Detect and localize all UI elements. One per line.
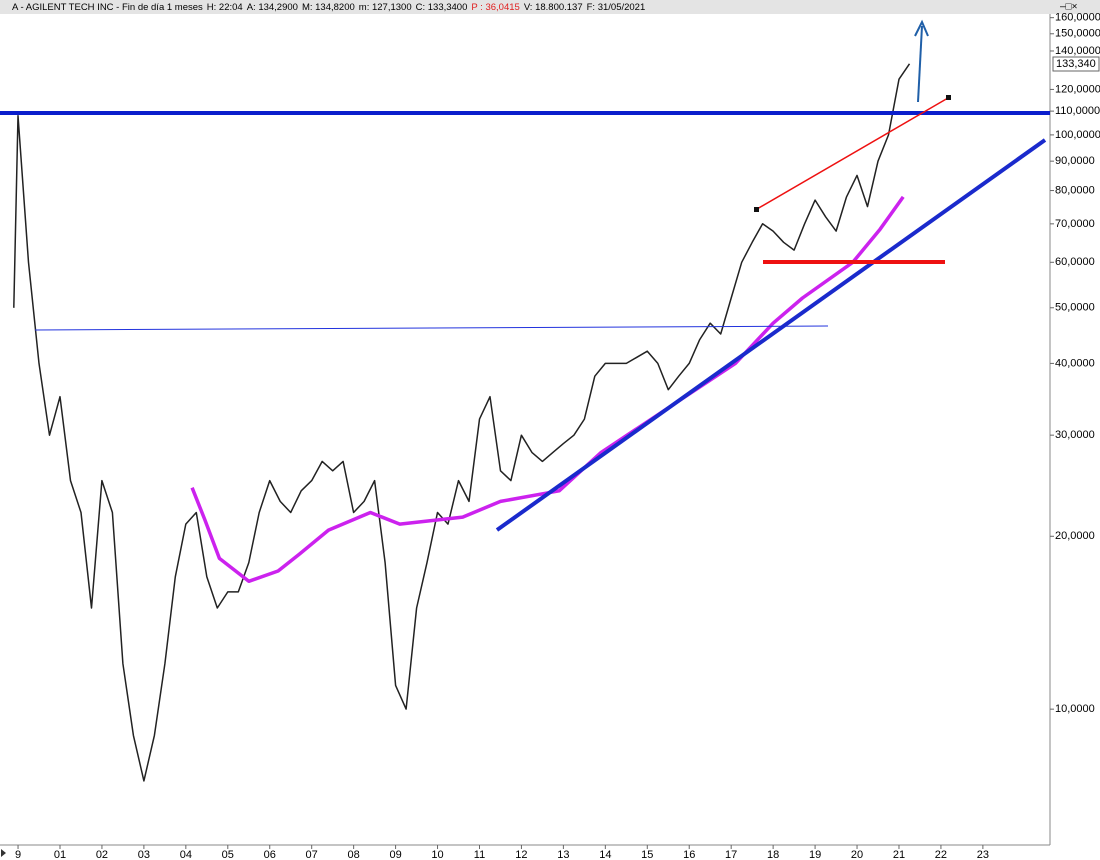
y-tick-label: 90,0000	[1055, 155, 1095, 167]
x-tick-label: 04	[180, 849, 192, 860]
arrow-head	[914, 19, 929, 37]
y-tick-label: 80,0000	[1055, 184, 1095, 196]
x-tick-label: 05	[222, 849, 234, 860]
y-tick-label: 140,0000	[1055, 45, 1100, 57]
header-field: H: 22:04	[207, 2, 243, 13]
x-tick-label: 11	[474, 849, 485, 860]
y-tick-label: 10,0000	[1055, 703, 1095, 715]
y-tick-label: 120,0000	[1055, 83, 1100, 95]
x-tick-label: 17	[725, 849, 737, 860]
price-line	[13, 63, 911, 782]
x-tick-label: 15	[641, 849, 653, 860]
x-tick-label: 08	[348, 849, 360, 860]
x-tick-label: 21	[893, 849, 905, 860]
x-tick-label: 23	[977, 849, 989, 860]
window-controls[interactable]: –□×	[1060, 2, 1078, 13]
x-tick-label: 10	[431, 849, 443, 860]
y-tick-label: 50,0000	[1055, 302, 1095, 314]
y-tick-label: 30,0000	[1055, 429, 1095, 441]
y-tick-label: 20,0000	[1055, 530, 1095, 542]
moving-average	[190, 195, 905, 584]
header-field: C: 133,3400	[416, 2, 468, 13]
x-tick-label: 02	[96, 849, 108, 860]
header-field: V: 18.800.137	[524, 2, 583, 13]
x-tick-label: 22	[935, 849, 947, 860]
x-tick-label: 14	[599, 849, 611, 860]
last-price-box	[1052, 56, 1100, 72]
x-tick-label: 19	[809, 849, 821, 860]
plot: 10,0000 20,0000 30,0000 40,0000 50,0000 60,00…	[13, 12, 1100, 860]
y-tick-label: 150,0000	[1055, 28, 1100, 40]
x-tick-label: 06	[264, 849, 276, 860]
y-tick-label: 60,0000	[1055, 256, 1095, 268]
x-tick-label: 13	[557, 849, 569, 860]
x-tick-label: 16	[683, 849, 695, 860]
header-field: A: 134,2900	[247, 2, 298, 13]
y-tick-label: 110,0000	[1055, 105, 1100, 117]
line-handle	[946, 95, 951, 100]
trend-line-thin	[34, 325, 829, 331]
channel-line	[756, 97, 949, 210]
x-tick-label: 07	[306, 849, 318, 860]
support-trend-line	[495, 138, 1047, 532]
x-tick-label: 20	[851, 849, 863, 860]
x-tick-label: 18	[767, 849, 779, 860]
header-field: F: 31/05/2021	[587, 2, 646, 13]
x-tick-label: 09	[389, 849, 401, 860]
y-tick-label: 40,0000	[1055, 357, 1095, 369]
header-field: A - AGILENT TECH INC - Fin de día 1 mese…	[12, 2, 203, 13]
last-price-label: 133,340	[1056, 58, 1096, 70]
y-tick-label: 100,0000	[1055, 129, 1100, 141]
x-tick-label: 03	[138, 849, 150, 860]
header-field: m: 127,1300	[359, 2, 412, 13]
x-tick-label: 12	[515, 849, 527, 860]
header-field: P : 36,0415	[471, 2, 519, 13]
y-tick-label: 70,0000	[1055, 218, 1095, 230]
line-handle	[754, 207, 759, 212]
header-field: M: 134,8200	[302, 2, 355, 13]
arrow-shaft	[917, 25, 923, 103]
x-tick-label: 01	[54, 849, 66, 860]
x-tick-label: 9	[15, 849, 21, 860]
header-text: A - AGILENT TECH INC - Fin de día 1 mese…	[12, 2, 645, 13]
y-tick-label: 160,0000	[1055, 12, 1100, 24]
header-bar	[0, 0, 1100, 14]
scroll-marker[interactable]	[1, 849, 6, 857]
